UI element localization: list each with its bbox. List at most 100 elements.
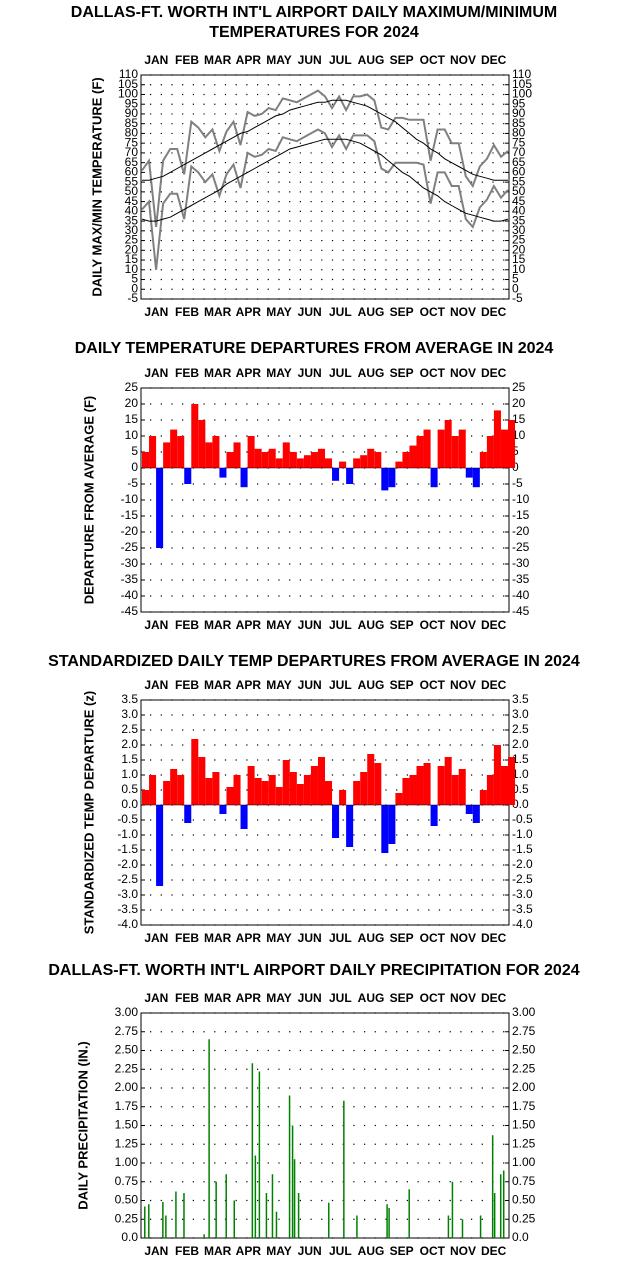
y-tick-label-right: 70 [512, 145, 526, 159]
y-tick-label: 100 [118, 87, 138, 101]
y-tick-label: 5 [131, 444, 138, 458]
y-tick-label: 0.0 [121, 797, 138, 811]
month-label-bottom: MAY [266, 305, 292, 319]
month-label-top: OCT [420, 366, 446, 380]
bar [437, 766, 445, 805]
y-tick-label: 1.0 [121, 767, 138, 781]
bar [170, 429, 178, 468]
bar [374, 452, 382, 468]
y-tick-label-right: 25 [512, 233, 526, 247]
y-tick-label: 65 [125, 155, 139, 169]
y-tick-label: 10 [125, 428, 139, 442]
bar [409, 445, 417, 468]
y-tick-label-right: 1.75 [512, 1099, 536, 1113]
y-tick-label: 2.25 [115, 1061, 139, 1075]
bar [233, 1200, 236, 1238]
y-tick-label-right: 40 [512, 204, 526, 218]
y-tick-label-right: 2.5 [512, 722, 529, 736]
bar [502, 1170, 505, 1238]
month-label-bottom: JUN [298, 1244, 322, 1258]
bar [486, 775, 494, 805]
bar [317, 448, 325, 468]
month-label-top: JUN [298, 366, 322, 380]
bar [282, 760, 290, 805]
y-tick-label-right: 25 [512, 380, 526, 394]
bar [170, 769, 178, 805]
month-label-bottom: JUL [329, 618, 352, 632]
bar [240, 468, 248, 488]
bar [444, 757, 452, 805]
bar [402, 452, 410, 468]
bar [219, 805, 227, 814]
bar [191, 404, 199, 468]
y-tick-label: 25 [125, 380, 139, 394]
bar [142, 452, 150, 468]
y-tick-label-right: 95 [512, 96, 526, 110]
y-tick-label: 0.25 [115, 1211, 139, 1225]
bar [386, 1204, 388, 1238]
month-label-bottom: JAN [144, 618, 168, 632]
bar [191, 739, 199, 805]
month-label-top: NOV [450, 53, 476, 67]
y-tick-label: 105 [118, 77, 138, 91]
y-tick-label: -20 [121, 524, 139, 538]
month-label-bottom: MAY [266, 931, 292, 945]
bar [268, 775, 276, 805]
bar [451, 775, 459, 805]
month-label-bottom: MAR [204, 305, 232, 319]
bar [339, 461, 347, 468]
bar [208, 1039, 210, 1238]
bar [493, 745, 501, 805]
bar [156, 805, 164, 886]
y-tick-label: -4.0 [117, 917, 138, 931]
bar [367, 448, 375, 468]
month-label-top: SEP [390, 991, 414, 1005]
y-tick-label-right: 0 [512, 460, 519, 474]
bar [332, 805, 340, 838]
y-tick-label-right: -15 [512, 508, 530, 522]
y-tick-label-right: -20 [512, 524, 530, 538]
bar [148, 1204, 150, 1238]
y-tick-label-right: 2.50 [512, 1043, 536, 1057]
bar [233, 442, 241, 468]
bar [500, 429, 508, 468]
month-label-top: JAN [144, 678, 168, 692]
month-label-top: MAY [266, 991, 292, 1005]
y-tick-label: -3.0 [117, 887, 138, 901]
bar [275, 458, 283, 468]
month-label-bottom: JUL [329, 305, 352, 319]
y-tick-label: -1.0 [117, 827, 138, 841]
y-tick-label-right: 0.50 [512, 1193, 536, 1207]
bar [388, 805, 396, 844]
month-label-top: JAN [144, 53, 168, 67]
y-tick-label-right: 0.0 [512, 1230, 529, 1244]
y-tick-label: 95 [125, 96, 139, 110]
bar [183, 1193, 185, 1238]
month-label-top: JUN [298, 678, 322, 692]
y-tick-label: 1.25 [115, 1136, 139, 1150]
bar [332, 468, 340, 481]
y-tick-label-right: -3.5 [512, 902, 533, 916]
y-tick-label-right: 50 [512, 184, 526, 198]
month-label-top: JUL [329, 53, 352, 67]
bar [499, 1174, 502, 1238]
bar [233, 775, 241, 805]
bar [225, 1174, 227, 1238]
month-label-bottom: DEC [481, 618, 507, 632]
month-label-bottom: DEC [481, 931, 507, 945]
month-label-top: SEP [390, 678, 414, 692]
bar [291, 1125, 294, 1238]
bar [177, 775, 185, 805]
y-tick-label: 60 [125, 165, 139, 179]
y-tick-label: 3.00 [115, 1005, 139, 1019]
bar [254, 778, 262, 805]
y-tick-label-right: 10 [512, 262, 526, 276]
month-label-top: AUG [358, 991, 385, 1005]
y-tick-label: 35 [125, 213, 139, 227]
bar [198, 420, 206, 468]
month-label-top: JAN [144, 991, 168, 1005]
month-label-bottom: NOV [450, 618, 476, 632]
bar [268, 448, 276, 468]
y-tick-label: 2.00 [115, 1080, 139, 1094]
